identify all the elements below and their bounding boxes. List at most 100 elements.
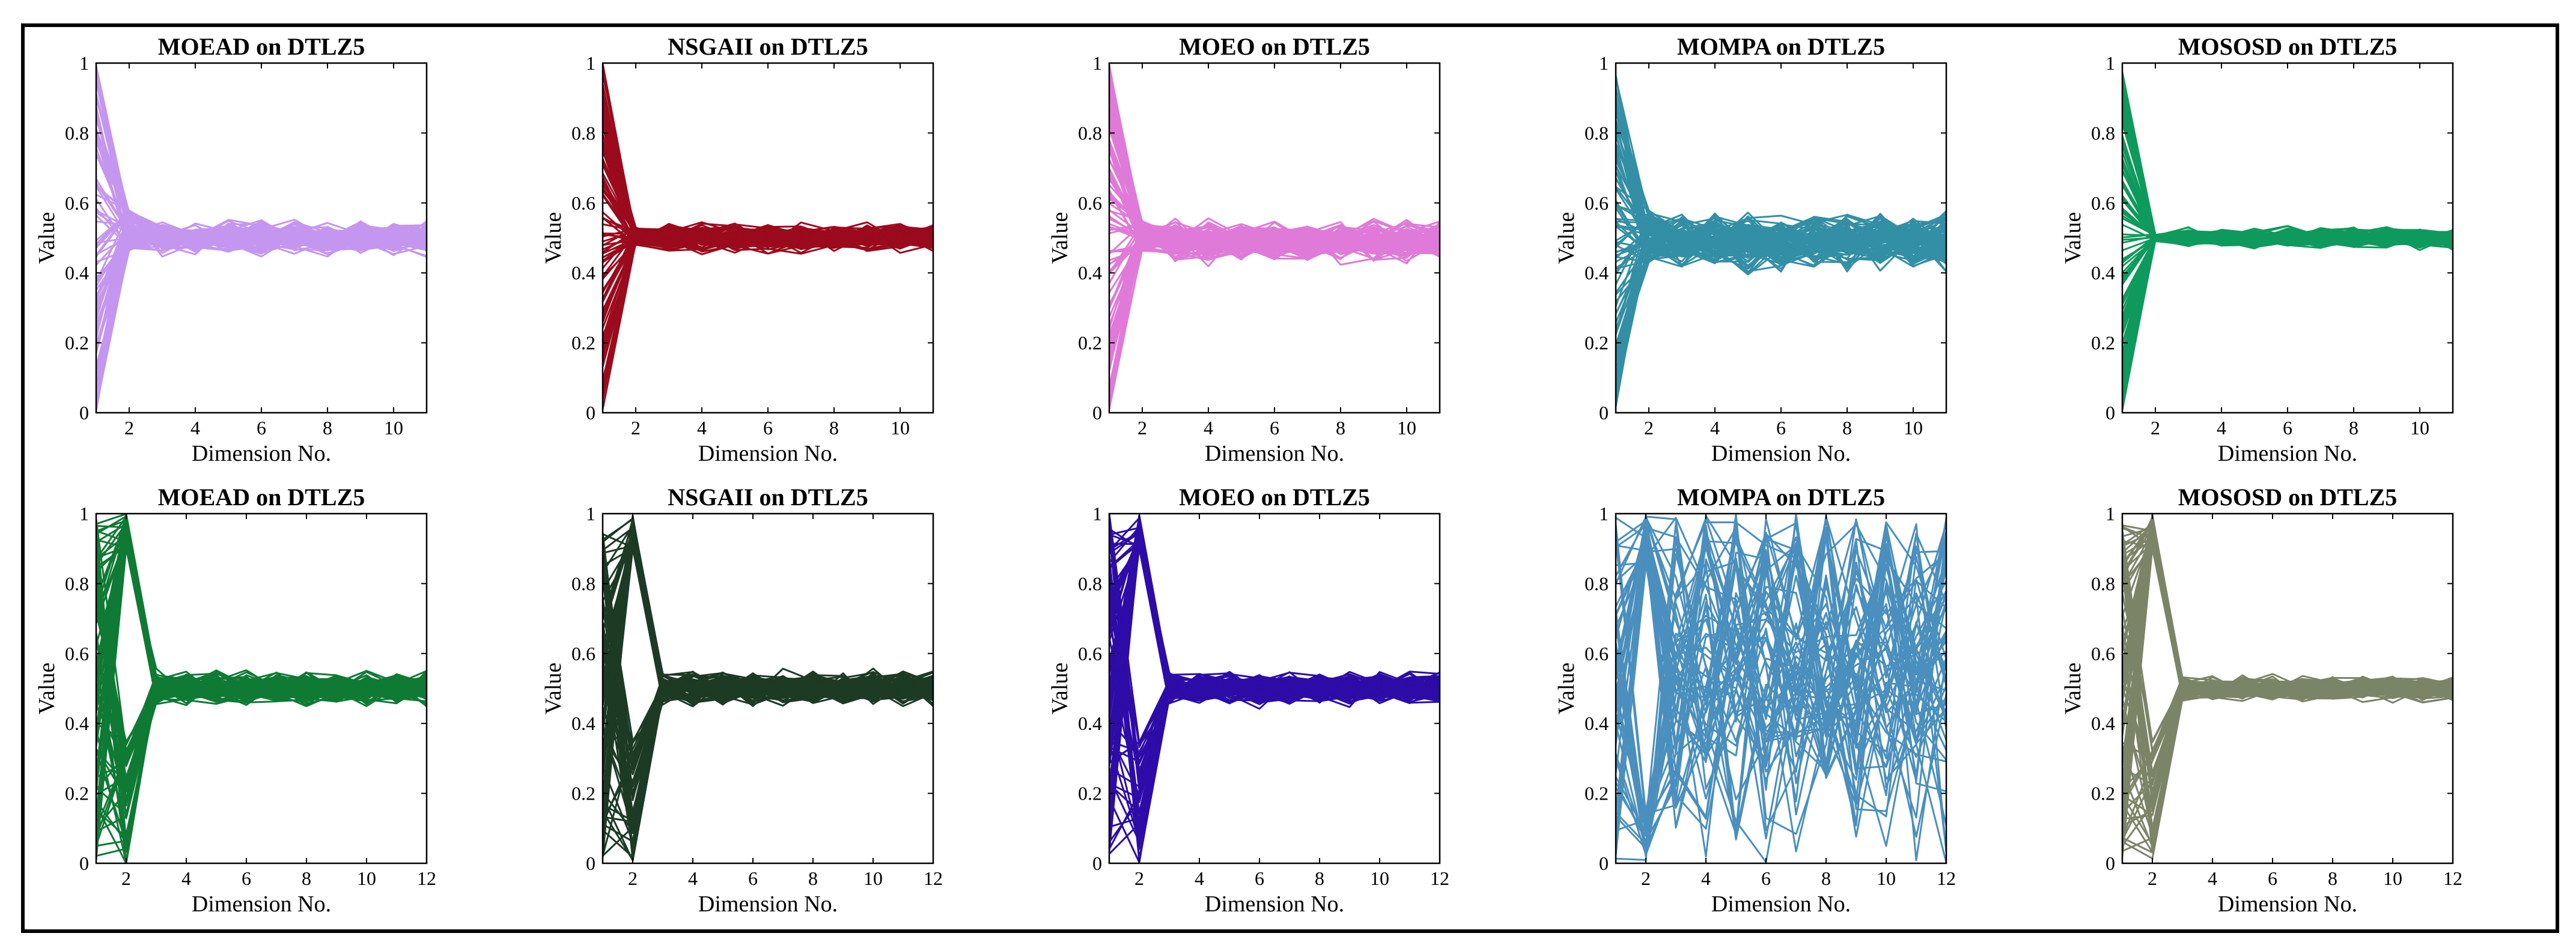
x-tick-label: 10 — [863, 867, 883, 889]
x-axis-label: Dimension No. — [192, 441, 331, 466]
x-axis-label: Dimension No. — [1711, 892, 1851, 917]
y-tick-label: 1 — [2106, 503, 2115, 524]
x-tick-label: 8 — [302, 867, 311, 889]
y-tick-label: 0.4 — [65, 712, 89, 734]
series-line — [1616, 632, 1946, 845]
y-tick-label: 0.2 — [1585, 332, 1609, 354]
x-tick-label: 4 — [1204, 417, 1213, 439]
x-tick-label: 8 — [1821, 867, 1831, 889]
series-line — [603, 228, 933, 303]
x-axis-label: Dimension No. — [2218, 892, 2357, 917]
x-tick-label: 10 — [2410, 417, 2429, 439]
x-tick-label: 12 — [417, 867, 436, 889]
y-tick-label: 1 — [1599, 52, 1609, 74]
x-tick-label: 10 — [891, 417, 910, 439]
series-line — [1616, 165, 1946, 257]
y-tick-label: 1 — [79, 503, 89, 524]
series-line — [96, 210, 427, 256]
x-tick-label: 6 — [763, 417, 773, 439]
y-tick-label: 0.2 — [571, 332, 595, 354]
series-line — [1616, 538, 1946, 780]
panel-title: MOMPA on DTLZ5 — [1677, 33, 1885, 60]
x-tick-label: 4 — [181, 867, 191, 889]
series-line — [2122, 532, 2453, 819]
panel-title: MOEAD on DTLZ5 — [158, 33, 365, 60]
y-tick-label: 0 — [1599, 402, 1609, 424]
series-line — [96, 222, 427, 401]
y-tick-label: 0.6 — [1078, 192, 1102, 214]
series-lines — [1109, 514, 1440, 863]
axes-box — [95, 512, 428, 864]
axes-box — [1615, 512, 1947, 864]
x-tick-label: 10 — [384, 417, 403, 439]
x-tick-label: 4 — [2208, 867, 2217, 889]
x-tick-label: 8 — [2349, 417, 2358, 439]
series-lines — [2122, 72, 2453, 410]
x-tick-label: 8 — [1842, 417, 1852, 439]
y-tick-label: 0.8 — [571, 122, 595, 144]
y-axis-label: Value — [2060, 663, 2086, 715]
series-line — [1616, 225, 1946, 273]
series-lines — [2122, 514, 2453, 860]
panel-3: 0 0.2 0.4 0.6 0.8 1 2 4 6 8 10 MOEO on DTLZ5 Dimensi… — [1047, 33, 1441, 466]
x-tick-label: 2 — [628, 867, 638, 889]
series-line — [1616, 515, 1946, 835]
series-line — [1616, 229, 1946, 358]
panel-1: 0 0.2 0.4 0.6 0.8 1 2 4 6 8 10 MOEAD on DTLZ5 Dimens… — [34, 33, 428, 466]
y-tick-label: 1 — [1599, 503, 1609, 524]
series-line — [2122, 228, 2453, 395]
series-line — [1616, 518, 1946, 737]
y-tick-label: 0.4 — [1078, 262, 1102, 284]
y-tick-label: 0 — [1092, 402, 1102, 424]
x-tick-label: 8 — [2328, 867, 2337, 889]
x-tick-label: 4 — [1195, 867, 1204, 889]
x-tick-label: 8 — [323, 417, 332, 439]
y-axis-label: Value — [1554, 212, 1579, 264]
series-line — [1109, 221, 1440, 254]
series-line — [603, 599, 933, 765]
series-line — [1616, 524, 1946, 815]
x-axis-label: Dimension No. — [1205, 441, 1344, 466]
y-tick-label: 0 — [1092, 852, 1102, 874]
series-line — [603, 232, 933, 367]
y-axis-label: Value — [541, 663, 566, 715]
y-tick-label: 0.6 — [65, 643, 89, 664]
x-tick-label: 10 — [1370, 867, 1389, 889]
series-lines — [1616, 514, 1946, 863]
y-tick-label: 0.2 — [65, 332, 89, 354]
y-tick-label: 1 — [586, 52, 595, 74]
series-line — [603, 539, 933, 702]
x-tick-label: 2 — [121, 867, 131, 889]
series-lines — [96, 514, 427, 863]
y-axis-label: Value — [34, 663, 59, 715]
series-line — [1616, 548, 1946, 836]
figure-border — [21, 23, 2559, 933]
y-tick-label: 0.2 — [2091, 783, 2115, 804]
x-tick-label: 4 — [688, 867, 698, 889]
x-tick-label: 4 — [697, 417, 707, 439]
y-axis-label: Value — [1047, 663, 1073, 715]
y-tick-label: 0.4 — [1585, 262, 1609, 284]
y-tick-label: 0.2 — [571, 783, 595, 804]
x-tick-label: 10 — [2383, 867, 2402, 889]
axes-box — [601, 512, 934, 864]
x-tick-label: 8 — [1336, 417, 1345, 439]
y-tick-label: 0.8 — [2091, 122, 2115, 144]
y-tick-label: 1 — [79, 52, 89, 74]
x-tick-label: 6 — [1270, 417, 1279, 439]
y-tick-label: 0.8 — [1078, 122, 1102, 144]
x-axis-label: Dimension No. — [698, 441, 838, 466]
x-tick-label: 4 — [190, 417, 200, 439]
y-tick-label: 0 — [79, 402, 89, 424]
series-line — [603, 531, 933, 756]
x-tick-label: 6 — [1255, 867, 1264, 889]
x-tick-label: 4 — [2217, 417, 2226, 439]
y-axis-label: Value — [1554, 663, 1579, 715]
y-axis-label: Value — [1047, 212, 1073, 264]
y-axis-label: Value — [541, 212, 566, 264]
y-tick-label: 0.6 — [2091, 192, 2115, 214]
x-tick-label: 10 — [1877, 867, 1896, 889]
x-axis-label: Dimension No. — [192, 892, 331, 917]
y-tick-label: 0.8 — [65, 122, 89, 144]
